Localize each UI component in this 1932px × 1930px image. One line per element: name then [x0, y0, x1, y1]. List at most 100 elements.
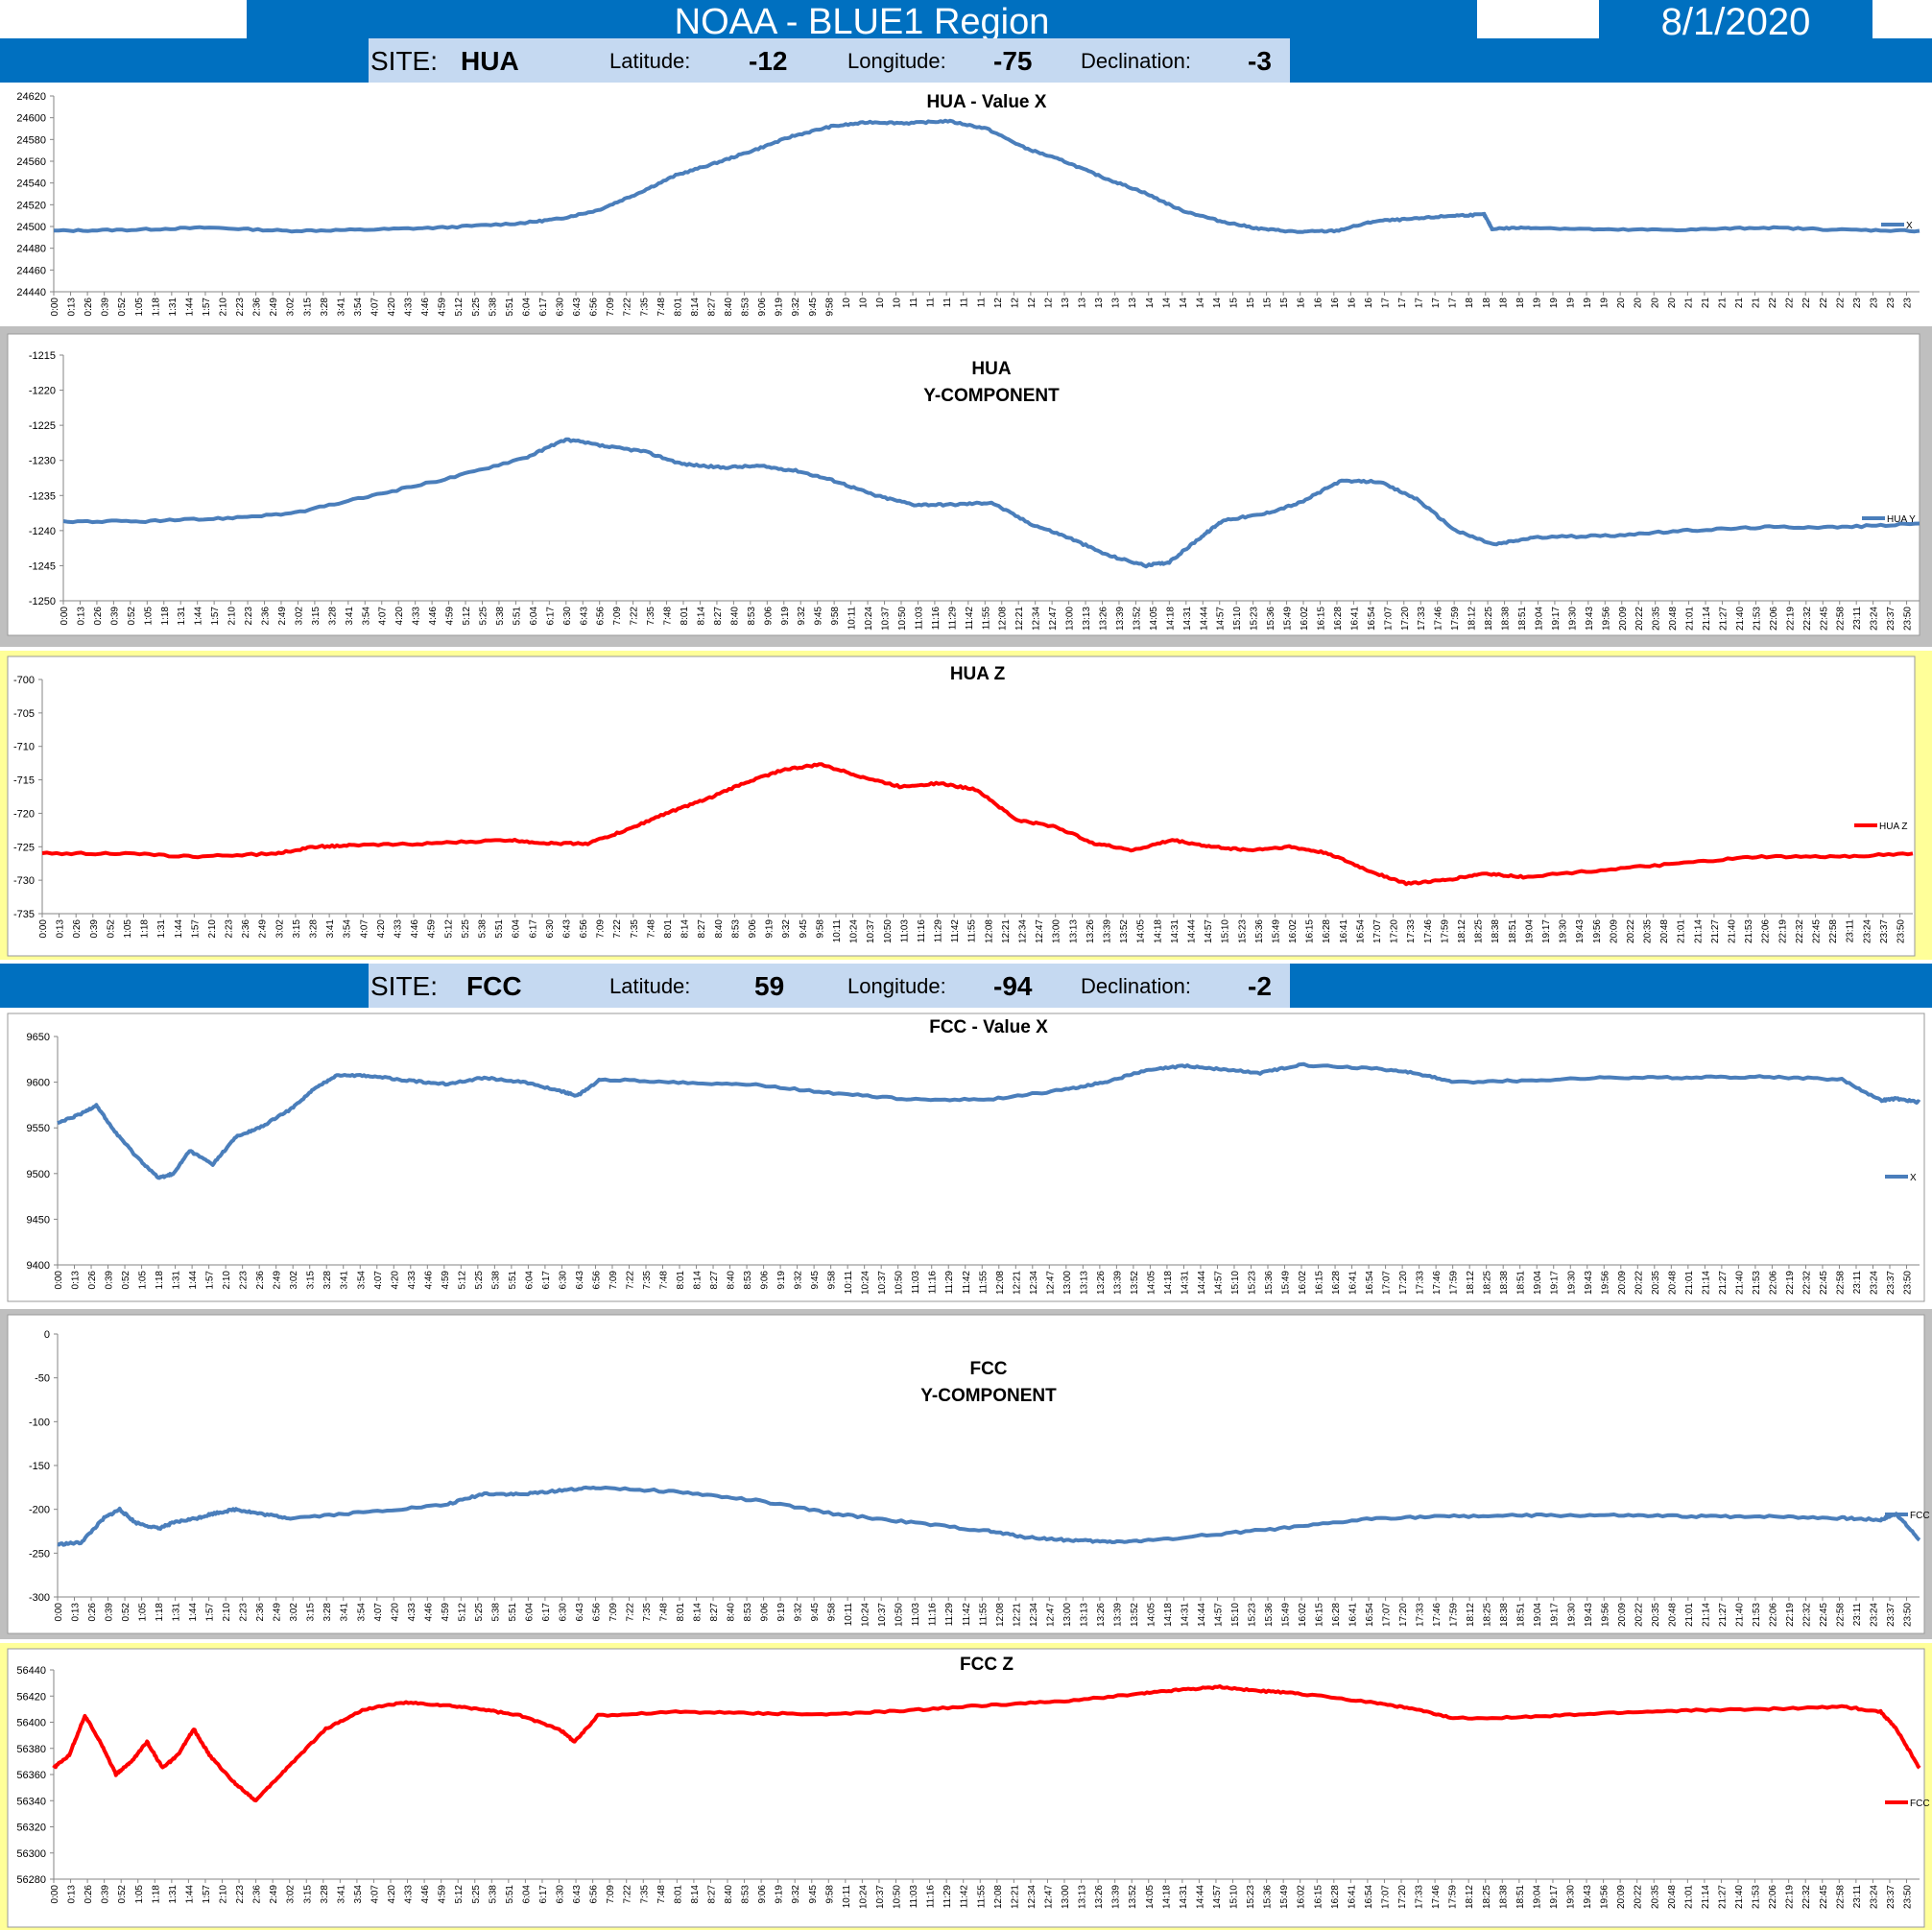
x-tick-label: 11:55 — [978, 1271, 989, 1295]
x-tick-label: 14:57 — [1213, 1603, 1224, 1627]
longitude-label: Longitude: — [847, 974, 946, 998]
x-tick-label: 23:37 — [1886, 607, 1896, 631]
x-tick-label: 0:13 — [76, 607, 86, 626]
x-tick-label: 16:15 — [1316, 607, 1326, 631]
x-tick-label: 11:29 — [947, 607, 958, 631]
chart-title: HUA - Value X — [927, 92, 1047, 112]
x-tick-label: 0:26 — [93, 607, 104, 626]
x-tick-label: 6:56 — [591, 1603, 602, 1622]
x-tick-label: 14:05 — [1145, 1885, 1156, 1909]
y-tick-label: 9650 — [27, 1032, 50, 1043]
x-tick-label: 18:51 — [1515, 1885, 1526, 1909]
x-tick-label: 10:37 — [881, 607, 892, 631]
chart-hua-y-component: -1250 -1245 -1240 -1235 -1230 -1225 -1220 -1215… — [0, 326, 1932, 647]
x-tick-label: 9:45 — [810, 1603, 821, 1622]
x-tick-label: 4:59 — [445, 607, 456, 626]
x-tick-label: 18:38 — [1501, 607, 1512, 631]
x-tick-label: 1:57 — [202, 298, 212, 317]
chart-svg: 56280 56300 56320 56340 56360 56380 56400 56420… — [7, 1648, 1932, 1928]
chart-hua-z: -700 -705 -710 -715 -720 -725 -730 -735 0:00 0:13… — [0, 651, 1932, 960]
x-tick-label: 21:27 — [1718, 1603, 1729, 1627]
x-tick-label: 3:54 — [343, 919, 353, 939]
x-tick-label: 14:18 — [1163, 1603, 1174, 1627]
chart-fcc-value-x: 9400 9450 9500 9550 9600 9650 0:00 0:13 0:26 0:39… — [0, 1008, 1932, 1307]
x-tick-label: 1:57 — [205, 1271, 216, 1290]
x-tick-label: 18 — [1515, 298, 1526, 309]
y-tick-label: -720 — [13, 808, 35, 820]
x-tick-label: 6:43 — [579, 607, 589, 626]
x-tick-label: 15:10 — [1230, 1603, 1241, 1627]
x-tick-label: 0:13 — [71, 1603, 82, 1622]
x-tick-label: 3:28 — [322, 1603, 333, 1622]
x-tick-label: 1:18 — [155, 1603, 165, 1622]
chart-fcc-y-component: 0 -50 -100 -150 -200 -250 -300 0:00 0:13 0:26 0:39… — [0, 1309, 1932, 1639]
x-tick-label: 8:14 — [690, 1885, 701, 1904]
x-tick-label: 20:35 — [1652, 607, 1662, 631]
x-tick-label: 11 — [942, 298, 953, 308]
x-tick-label: 7:22 — [612, 919, 623, 939]
x-tick-label: 3:28 — [309, 919, 320, 939]
x-tick-label: 15:36 — [1266, 607, 1276, 631]
x-tick-label: 9:32 — [791, 298, 801, 317]
x-tick-label: 7:22 — [625, 1603, 635, 1622]
latitude-value: -12 — [749, 46, 788, 76]
x-tick-label: 17:46 — [1432, 1603, 1443, 1627]
x-tick-label: 14:57 — [1216, 607, 1227, 631]
x-tick-label: 15:36 — [1263, 1885, 1274, 1909]
x-tick-label: 6:17 — [538, 1885, 549, 1904]
x-tick-label: 1:31 — [168, 1885, 179, 1904]
x-tick-label: 13:52 — [1119, 919, 1130, 943]
x-tick-label: 13:52 — [1130, 1603, 1140, 1627]
chart-subtitle: Y-COMPONENT — [920, 1386, 1057, 1406]
x-tick-label: 6:17 — [541, 1271, 552, 1290]
x-tick-label: 16:41 — [1349, 607, 1360, 631]
chart-hua-value-x: 24440 24460 24480 24500 24520 24540 24560 24580… — [0, 83, 1932, 324]
x-tick-label: 20 — [1634, 298, 1644, 309]
report-date: 8/1/2020 — [1599, 0, 1872, 43]
x-tick-label: 17:46 — [1432, 1271, 1443, 1295]
x-tick-label: 22 — [1801, 298, 1812, 309]
x-tick-label: 19:30 — [1566, 1603, 1577, 1627]
x-tick-label: 15:49 — [1283, 607, 1294, 631]
x-tick-label: 13:13 — [1079, 1271, 1089, 1295]
x-tick-label: 18:38 — [1491, 919, 1501, 943]
x-tick-label: 11:42 — [962, 1271, 972, 1295]
y-tick-label: 24440 — [16, 287, 46, 298]
x-tick-label: 14 — [1161, 298, 1172, 309]
x-tick-label: 9:06 — [760, 1603, 771, 1622]
x-tick-label: 8:01 — [673, 298, 683, 317]
y-tick-label: -200 — [29, 1505, 50, 1516]
x-tick-label: 21:40 — [1734, 1885, 1745, 1909]
x-tick-label: 5:51 — [508, 1271, 518, 1290]
x-tick-label: 5:25 — [474, 1603, 485, 1622]
x-tick-label: 1:44 — [184, 1885, 195, 1904]
x-tick-label: 21:14 — [1701, 1885, 1711, 1909]
x-tick-label: 14:44 — [1199, 607, 1209, 631]
x-tick-label: 15:10 — [1232, 607, 1243, 631]
x-tick-label: 2:23 — [239, 1271, 250, 1290]
x-tick-label: 22:45 — [1819, 607, 1829, 631]
x-tick-label: 21:40 — [1734, 1603, 1745, 1627]
declination-value: -3 — [1248, 46, 1272, 76]
y-tick-label: -1225 — [29, 420, 56, 432]
x-tick-label: 11:42 — [960, 1885, 970, 1909]
x-tick-label: 8:01 — [676, 1271, 686, 1290]
x-tick-label: 5:25 — [461, 919, 471, 939]
x-tick-label: 20:48 — [1668, 607, 1679, 631]
x-tick-label: 23:11 — [1852, 1603, 1863, 1627]
x-tick-label: 0:52 — [117, 298, 128, 317]
x-tick-label: 3:02 — [294, 607, 304, 626]
x-tick-label: 1:18 — [151, 298, 161, 317]
x-tick-label: 10:24 — [861, 1603, 871, 1627]
x-tick-label: 13:52 — [1132, 607, 1142, 631]
x-tick-label: 7:22 — [630, 607, 640, 626]
x-tick-label: 20:09 — [1617, 1271, 1628, 1295]
x-tick-label: 5:12 — [457, 1603, 467, 1622]
x-tick-label: 7:48 — [646, 919, 656, 939]
x-tick-label: 0:26 — [83, 298, 94, 317]
x-tick-label: 9:32 — [781, 919, 792, 939]
x-tick-label: 19:30 — [1559, 919, 1569, 943]
x-tick-label: 21 — [1752, 298, 1762, 309]
x-tick-label: 14:44 — [1197, 1603, 1207, 1627]
x-tick-label: 11:03 — [914, 607, 924, 631]
